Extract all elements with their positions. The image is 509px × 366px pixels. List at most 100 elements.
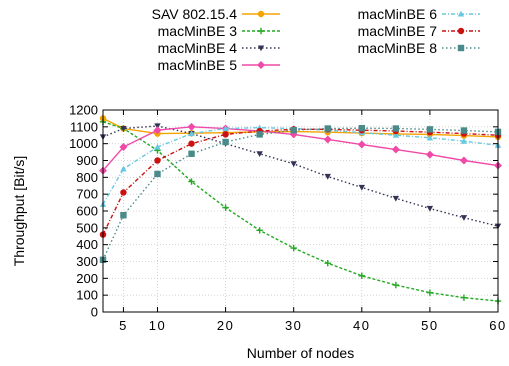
x-tick-label: 10 <box>149 318 166 333</box>
data-point <box>119 143 128 152</box>
legend-label: macMinBE 7 <box>358 23 438 39</box>
legend-label: SAV 802.15.4 <box>152 6 238 22</box>
data-point <box>392 281 400 289</box>
data-point <box>188 130 195 137</box>
data-point <box>120 125 127 132</box>
legend-label: macMinBE 5 <box>158 57 238 73</box>
y-tick-label: 600 <box>76 204 98 219</box>
x-axis-label: Number of nodes <box>247 345 354 361</box>
y-axis-label: Throughput [Bit/s] <box>11 156 27 267</box>
y-tick-label: 100 <box>76 288 98 303</box>
data-point <box>256 227 263 234</box>
data-point <box>188 140 195 147</box>
data-point <box>324 125 331 132</box>
legend-swatch-marker <box>257 45 265 52</box>
x-tick-label: 20 <box>217 318 234 333</box>
data-point <box>426 134 434 141</box>
data-point <box>120 165 127 172</box>
data-point <box>358 184 365 191</box>
data-point <box>290 244 297 252</box>
legend-entry: SAV 802.15.4 <box>152 6 280 22</box>
series-2 <box>99 118 502 305</box>
series-line <box>102 128 499 235</box>
legend-swatch-marker <box>257 10 265 18</box>
y-tick-label: 1100 <box>70 119 98 134</box>
y-tick-label: 700 <box>76 187 98 202</box>
series-line <box>102 121 499 302</box>
y-tick-label: 200 <box>76 271 98 286</box>
data-point <box>153 126 162 135</box>
legend-entry: macMinBE 5 <box>158 57 280 73</box>
grid <box>103 110 498 312</box>
legend-swatch-marker <box>257 27 265 35</box>
y-tick-label: 300 <box>76 254 98 269</box>
series-group <box>99 115 502 305</box>
legend-entry: macMinBE 8 <box>358 40 480 56</box>
y-tick-label: 400 <box>76 237 98 252</box>
data-point <box>460 127 468 134</box>
data-point <box>290 161 297 168</box>
data-point <box>358 124 365 132</box>
data-point <box>256 131 263 138</box>
y-tick-label: 0 <box>91 305 98 320</box>
data-point <box>154 170 161 178</box>
legend-label: macMinBE 6 <box>358 6 438 22</box>
data-point <box>154 143 161 150</box>
series-6 <box>99 126 502 238</box>
data-point <box>391 145 400 154</box>
legend-label: macMinBE 8 <box>358 40 438 56</box>
legend-swatch-marker <box>457 44 465 52</box>
data-point <box>188 150 195 157</box>
data-point <box>459 156 468 165</box>
x-tick-label: 50 <box>421 318 438 333</box>
series-line <box>102 127 499 261</box>
data-point <box>460 294 468 301</box>
legend-swatch-marker <box>257 61 265 69</box>
y-tick-label: 1200 <box>69 103 98 118</box>
legend-swatch-marker <box>457 27 465 35</box>
legend-entry: macMinBE 7 <box>358 23 480 39</box>
legend-swatch-marker <box>457 10 465 17</box>
data-point <box>392 195 400 202</box>
x-tick-label: 40 <box>353 318 370 333</box>
data-point <box>357 140 366 149</box>
data-point <box>120 189 127 196</box>
legend-entry: macMinBE 6 <box>358 6 480 22</box>
data-point <box>256 151 263 157</box>
legend-entry: macMinBE 4 <box>158 40 280 56</box>
plot-frame <box>102 109 499 313</box>
data-point <box>187 122 196 131</box>
data-point <box>324 259 331 267</box>
data-point <box>426 126 434 133</box>
data-point <box>290 127 297 134</box>
legend-label: macMinBE 4 <box>158 40 238 56</box>
data-point <box>425 150 434 159</box>
data-point <box>392 132 400 138</box>
legend-entry: macMinBE 3 <box>158 23 280 39</box>
data-point <box>358 272 365 280</box>
y-tick-label: 900 <box>76 153 98 168</box>
x-tick-label: 60 <box>489 318 506 333</box>
data-point <box>120 212 127 219</box>
legend-label: macMinBE 3 <box>158 23 238 39</box>
y-tick-label: 800 <box>76 170 98 185</box>
series-line <box>102 125 499 227</box>
data-point <box>222 204 229 211</box>
series-1 <box>99 115 502 141</box>
data-point <box>460 215 468 221</box>
data-point <box>460 137 468 144</box>
data-point <box>426 205 434 212</box>
data-point <box>154 157 161 164</box>
x-tick-label: 5 <box>119 318 128 333</box>
data-point <box>222 138 229 146</box>
data-point <box>222 125 229 132</box>
data-point <box>426 289 434 296</box>
x-tick-label: 30 <box>285 318 302 333</box>
data-point <box>188 178 195 185</box>
y-tick-label: 500 <box>76 220 98 235</box>
data-point <box>323 135 332 144</box>
y-tick-label: 1000 <box>69 136 98 151</box>
data-point <box>324 173 331 180</box>
